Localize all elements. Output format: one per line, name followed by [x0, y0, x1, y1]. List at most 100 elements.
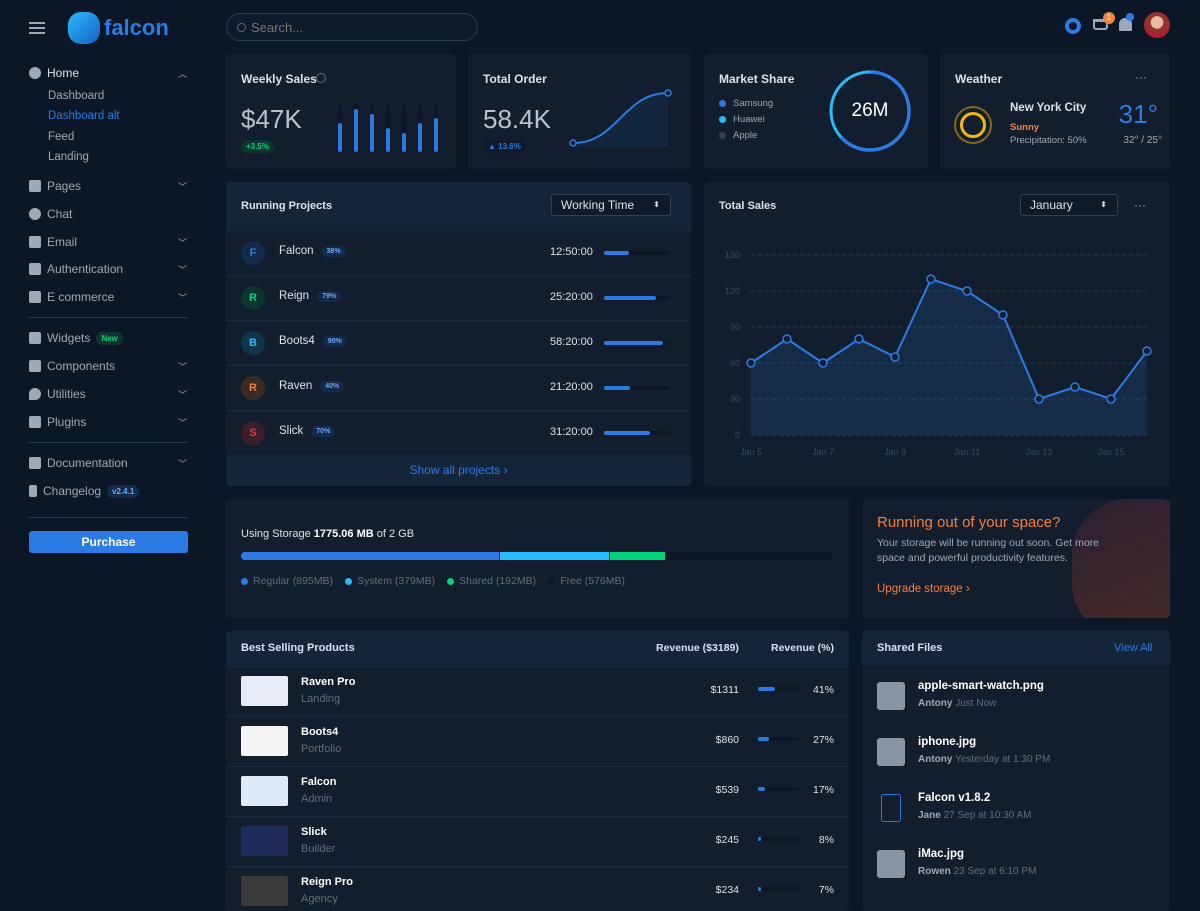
sidebar-item-components[interactable]: Components ﹀	[29, 359, 189, 373]
upgrade-storage-link[interactable]: Upgrade storage ›	[877, 583, 970, 595]
file-row[interactable]: iphone.jpg Antony Yesterday at 1:30 PM	[862, 729, 1170, 785]
cart-icon[interactable]	[1093, 19, 1108, 30]
file-row[interactable]: iMac.jpg Rowen 23 Sep at 6:10 PM	[862, 841, 1170, 897]
product-revenue: $1311	[710, 684, 739, 696]
search-input[interactable]	[251, 19, 451, 35]
product-row[interactable]: Slick Builder $245 8%	[226, 816, 849, 866]
brand-logo[interactable]: falcon	[68, 12, 169, 44]
project-percent-badge: 38%	[321, 245, 346, 257]
sidebar-item-pages[interactable]: Pages ﹀	[29, 179, 189, 193]
more-options-icon[interactable]: ···	[1135, 70, 1147, 84]
project-name[interactable]: Boots4	[279, 335, 315, 347]
product-category: Landing	[301, 693, 341, 705]
data-point	[1106, 394, 1116, 404]
more-options-icon[interactable]: ···	[1134, 198, 1146, 212]
git-branch-icon	[29, 485, 37, 497]
revenue-pct-column-header: Revenue (%)	[771, 642, 835, 654]
sidebar-item-authentication[interactable]: Authentication ﹀	[29, 262, 189, 276]
file-name[interactable]: iphone.jpg	[918, 736, 977, 748]
sidebar-item-home[interactable]: Home ︿	[29, 66, 189, 80]
project-time: 25:20:00	[550, 291, 593, 303]
weekly-sales-card: Weekly Sales $47K +3.5%	[226, 54, 456, 169]
project-percent-badge: 79%	[317, 290, 342, 302]
weekly-sales-bar	[338, 123, 342, 152]
settings-icon[interactable]	[1065, 18, 1081, 34]
product-name[interactable]: Raven Pro	[301, 676, 356, 688]
product-revenue-percent: 8%	[818, 834, 834, 846]
chevron-up-icon: ︿	[177, 68, 187, 79]
project-name[interactable]: Raven	[279, 380, 313, 392]
weather-temperature: 31°	[1118, 99, 1158, 129]
file-icon	[881, 794, 901, 822]
y-tick-label: 150	[725, 250, 740, 260]
project-row[interactable]: B Boots4 90% 58:20:00	[226, 320, 691, 365]
search-box[interactable]	[226, 13, 478, 41]
project-avatar: F	[241, 241, 265, 265]
sidebar-subitem-landing[interactable]: Landing	[48, 151, 89, 163]
file-name[interactable]: iMac.jpg	[918, 848, 965, 860]
project-time: 58:20:00	[550, 336, 593, 348]
show-all-projects-link[interactable]: Show all projects ›	[409, 463, 508, 477]
storage-progress-bar	[241, 552, 833, 560]
product-row[interactable]: Falcon Admin $539 17%	[226, 766, 849, 816]
search-icon	[237, 22, 246, 32]
product-name[interactable]: Boots4	[301, 726, 339, 738]
storage-legend: Regular (895MB) System (379MB) Shared (192…	[241, 575, 625, 587]
projects-title: Running Projects	[241, 200, 333, 212]
sidebar-item-utilities[interactable]: Utilities ﹀	[29, 387, 189, 401]
product-thumbnail	[241, 876, 288, 906]
sidebar-subitem-dashboard[interactable]: Dashboard	[48, 90, 105, 102]
cart-count-badge: 1	[1103, 12, 1115, 24]
project-percent-badge: 90%	[322, 335, 347, 347]
sidebar-item-widgets[interactable]: Widgets New	[29, 331, 189, 345]
view-all-link[interactable]: View All	[1114, 642, 1153, 654]
file-row[interactable]: apple-smart-watch.png Antony Just Now	[862, 673, 1170, 729]
sidebar-item-chat[interactable]: Chat	[29, 207, 189, 221]
sidebar-subitem-dashboard-alt[interactable]: Dashboard alt	[48, 110, 120, 122]
storage-segment	[666, 552, 833, 560]
user-avatar[interactable]	[1144, 12, 1170, 38]
product-name[interactable]: Reign Pro	[301, 876, 353, 888]
product-row[interactable]: Raven Pro Landing $1311 41%	[226, 666, 849, 716]
sidebar-item-ecommerce[interactable]: E commerce ﹀	[29, 290, 189, 304]
product-row[interactable]: Reign Pro Agency $234 7%	[226, 866, 849, 911]
purchase-button[interactable]: Purchase	[29, 531, 188, 553]
project-row[interactable]: R Raven 40% 21:20:00	[226, 365, 691, 410]
project-name[interactable]: Falcon	[279, 245, 314, 257]
data-point	[854, 334, 864, 344]
project-row[interactable]: R Reign 79% 25:20:00	[226, 275, 691, 320]
file-name[interactable]: apple-smart-watch.png	[918, 680, 1044, 692]
working-time-select[interactable]: Working Time ⬍	[551, 194, 671, 216]
menu-toggle-icon[interactable]	[29, 22, 45, 34]
product-name[interactable]: Falcon	[301, 776, 337, 788]
project-row[interactable]: F Falcon 38% 12:50:00	[226, 230, 691, 275]
pie-chart-icon	[29, 67, 41, 79]
total-sales-title: Total Sales	[719, 200, 777, 212]
new-badge: New	[96, 331, 123, 345]
product-revenue-percent: 27%	[812, 734, 834, 746]
sidebar-item-plugins[interactable]: Plugins ﹀	[29, 415, 189, 429]
product-name[interactable]: Slick	[301, 826, 327, 838]
weekly-sales-bar	[434, 118, 438, 152]
storage-segment	[500, 552, 611, 560]
sidebar-subitem-feed[interactable]: Feed	[48, 131, 75, 143]
product-thumbnail	[241, 776, 288, 806]
info-icon[interactable]	[316, 73, 326, 83]
sidebar-item-changelog[interactable]: Changelog v2.4.1	[29, 484, 189, 498]
project-row[interactable]: S Slick 70% 31:20:00	[226, 410, 691, 455]
project-name[interactable]: Slick	[279, 425, 304, 437]
sidebar-item-documentation[interactable]: Documentation ﹀	[29, 456, 189, 470]
sidebar-item-email[interactable]: Email ﹀	[29, 235, 189, 249]
chevron-down-icon: ﹀	[177, 361, 187, 372]
chevron-down-icon: ﹀	[177, 181, 187, 192]
puzzle-icon	[29, 360, 41, 372]
project-name[interactable]: Reign	[279, 290, 310, 302]
file-row[interactable]: Falcon v1.8.2 Jane 27 Sep at 10:30 AM	[862, 785, 1170, 841]
chevron-down-icon: ﹀	[177, 292, 187, 303]
legend-item: Samsung	[719, 98, 773, 109]
notification-bell-icon[interactable]	[1119, 18, 1132, 31]
product-category: Admin	[301, 793, 333, 805]
file-name[interactable]: Falcon v1.8.2	[918, 792, 991, 804]
month-select[interactable]: January ⬍	[1020, 194, 1118, 216]
product-row[interactable]: Boots4 Portfolio $860 27%	[226, 716, 849, 766]
